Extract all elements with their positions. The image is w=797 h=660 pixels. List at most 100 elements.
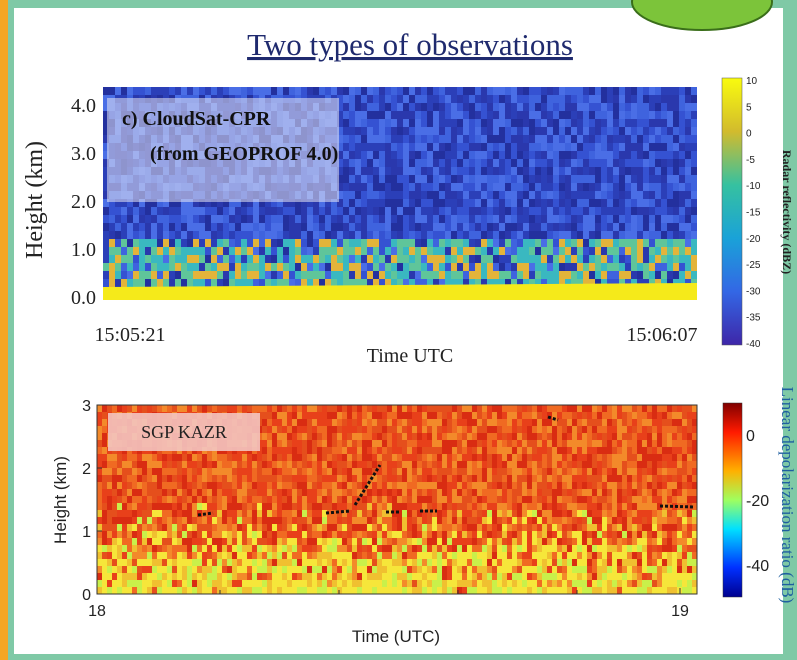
heatmap-cell [553,175,559,183]
heatmap-cell [517,454,522,461]
heatmap-cell [292,405,297,412]
heatmap-cell [367,175,373,183]
heatmap-cell [447,552,452,559]
heatmap-cell [289,263,295,271]
heatmap-cell [527,482,532,489]
heatmap-cell [342,538,347,545]
heatmap-cell [385,135,391,143]
heatmap-cell [192,566,197,573]
heatmap-cell [482,447,487,454]
heatmap-cell [122,552,127,559]
heatmap-cell [685,119,691,127]
heatmap-cell [512,566,517,573]
heatmap-cell [362,447,367,454]
heatmap-cell [547,271,553,279]
heatmap-cell [535,207,541,215]
heatmap-cell [589,159,595,167]
heatmap-cell [497,461,502,468]
heatmap-cell [527,531,532,538]
heatmap-cell [137,545,142,552]
heatmap-cell [325,247,331,255]
heatmap-cell [313,263,319,271]
heatmap-cell [352,468,357,475]
heatmap-cell [409,87,415,95]
heatmap-cell [151,279,157,287]
heatmap-cell [252,531,257,538]
heatmap-cell [631,143,637,151]
heatmap-cell [685,159,691,167]
heatmap-cell [121,271,127,279]
heatmap-cell [637,207,643,215]
heatmap-cell [282,545,287,552]
heatmap-cell [162,489,167,496]
heatmap-cell [287,566,292,573]
heatmap-cell [527,475,532,482]
heatmap-cell [242,475,247,482]
heatmap-cell [292,552,297,559]
heatmap-cell [502,468,507,475]
heatmap-cell [512,538,517,545]
heatmap-cell [415,151,421,159]
heatmap-cell [643,263,649,271]
heatmap-cell [252,496,257,503]
heatmap-cell [182,503,187,510]
heatmap-cell [407,454,412,461]
heatmap-cell [282,503,287,510]
heatmap-cell [217,207,223,215]
heatmap-cell [417,566,422,573]
heatmap-cell [162,517,167,524]
heatmap-cell [523,231,529,239]
heatmap-cell [97,489,102,496]
heatmap-cell [685,95,691,103]
heatmap-cell [197,489,202,496]
heatmap-cell [667,207,673,215]
heatmap-cell [361,207,367,215]
heatmap-cell [397,559,402,566]
heatmap-cell [457,496,462,503]
heatmap-cell [217,247,223,255]
heatmap-cell [357,461,362,468]
heatmap-cell [452,580,457,587]
heatmap-cell [467,587,472,594]
heatmap-cell [492,405,497,412]
heatmap-cell [377,538,382,545]
heatmap-cell [511,151,517,159]
heatmap-cell [497,545,502,552]
heatmap-cell [227,468,232,475]
heatmap-cell [523,207,529,215]
heatmap-cell [412,510,417,517]
heatmap-cell [507,510,512,517]
heatmap-cell [317,405,322,412]
heatmap-cell [487,566,492,573]
heatmap-cell [452,552,457,559]
heatmap-cell [397,127,403,135]
heatmap-cell [432,405,437,412]
heatmap-cell [117,503,122,510]
heatmap-cell [391,159,397,167]
heatmap-cell [649,175,655,183]
heatmap-cell [427,151,433,159]
heatmap-cell [307,271,313,279]
heatmap-cell [497,503,502,510]
heatmap-cell [307,531,312,538]
heatmap-cell [342,482,347,489]
heatmap-cell [497,496,502,503]
heatmap-cell [337,566,342,573]
heatmap-cell [583,271,589,279]
heatmap-cell [442,503,447,510]
heatmap-cell [392,552,397,559]
heatmap-cell [517,231,523,239]
heatmap-cell [472,566,477,573]
heatmap-cell [505,247,511,255]
heatmap-cell [522,482,527,489]
heatmap-cell [469,247,475,255]
heatmap-cell [417,524,422,531]
heatmap-cell [253,279,259,287]
heatmap-cell [679,199,685,207]
heatmap-cell [343,111,349,119]
heatmap-cell [613,183,619,191]
heatmap-cell [272,524,277,531]
heatmap-cell [511,111,517,119]
heatmap-cell [357,503,362,510]
heatmap-cell [169,247,175,255]
